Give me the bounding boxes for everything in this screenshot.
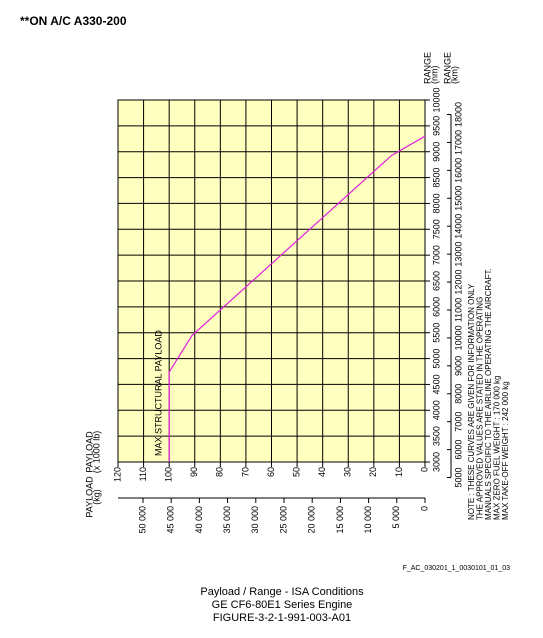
y-tick-label: 6500 [431, 271, 441, 291]
x-tick-label: 20 [368, 467, 378, 477]
y2-tick-label: 6000 [453, 440, 463, 460]
caption: FIGURE-3-2-1-991-003-A01 [213, 612, 351, 624]
y-tick-label: 9000 [431, 142, 441, 162]
x2-tick-label: 20 000 [307, 506, 317, 534]
x-tick-label: 90 [189, 467, 199, 477]
x2-tick-label: 15 000 [335, 506, 345, 534]
x2-tick-label: 35 000 [222, 506, 232, 534]
x-axis-title: (x 1000 lb) [91, 431, 101, 474]
y2-tick-label: 17000 [453, 130, 463, 155]
y2-tick-label: 15000 [453, 186, 463, 211]
y2-tick-label: 12000 [453, 270, 463, 295]
note: THE APPROVED VALUES ARE STATED IN THE OP… [476, 297, 485, 520]
y-axis-title: (nm) [429, 66, 439, 85]
y2-tick-label: 10000 [453, 325, 463, 350]
x-tick-label: 120 [112, 467, 122, 482]
x-axis-title: PAYLOAD [84, 431, 94, 473]
y-tick-label: 8500 [431, 168, 441, 188]
note: MAX ZERO FUEL WEIGHT : 170 000 kg [493, 376, 502, 521]
x2-tick-label: 10 000 [363, 506, 373, 534]
annotation: MAX STRUCTURAL PAYLOAD [153, 330, 163, 456]
payload-range-curve [168, 135, 426, 462]
caption: GE CF6-80E1 Series Engine [212, 599, 353, 611]
y-tick-label: 5000 [431, 349, 441, 369]
y2-tick-label: 14000 [453, 214, 463, 239]
y-tick-label: 4000 [431, 400, 441, 420]
x-tick-label: 60 [266, 467, 276, 477]
y2-tick-label: 9000 [453, 356, 463, 376]
figure-id: F_AC_030201_1_0030101_01_03 [403, 565, 511, 572]
note: MAX TAKE-OFF WEIGHT : 242 000 kg [501, 381, 510, 520]
y-tick-label: 3500 [431, 426, 441, 446]
x2-tick-label: 50 000 [137, 506, 147, 534]
x-tick-label: 110 [138, 467, 148, 481]
x2-tick-label: 40 000 [194, 506, 204, 534]
x2-tick-label: 45 000 [166, 506, 176, 534]
note: MANUALS SPECIFIC TO THE AIRLINE OPERATIN… [484, 268, 493, 520]
y-tick-label: 3000 [431, 452, 441, 472]
y-tick-label: 7500 [431, 219, 441, 239]
y2-tick-label: 11000 [453, 298, 463, 322]
y2-tick-label: 13000 [453, 242, 463, 267]
y-tick-label: 9500 [431, 116, 441, 136]
y-tick-label: 6000 [431, 297, 441, 317]
x-tick-label: 0 [419, 467, 429, 472]
y2-tick-label: 5000 [453, 468, 463, 488]
x-tick-label: 30 [343, 467, 353, 477]
x-tick-label: 70 [240, 467, 250, 477]
y2-tick-label: 16000 [453, 158, 463, 183]
y2-tick-label: 18000 [453, 102, 463, 127]
y2-axis-title: RANGE [442, 52, 452, 84]
y-tick-label: 7000 [431, 245, 441, 265]
caption: Payload / Range - ISA Conditions [200, 586, 364, 598]
x2-tick-label: 0 [419, 506, 429, 511]
y2-axis-title: (km) [449, 66, 459, 84]
x-tick-label: 50 [291, 467, 301, 477]
x-tick-label: 10 [394, 467, 404, 477]
x2-tick-label: 30 000 [250, 506, 260, 534]
y-tick-label: 10000 [431, 87, 441, 112]
y-tick-label: 8000 [431, 193, 441, 213]
x-tick-label: 100 [164, 467, 174, 482]
x2-tick-label: 5 000 [391, 506, 401, 529]
y2-tick-label: 8000 [453, 384, 463, 404]
y-tick-label: 4500 [431, 374, 441, 394]
x-tick-label: 40 [317, 467, 327, 477]
y-tick-label: 5500 [431, 323, 441, 343]
x2-axis-title: (kg) [91, 489, 101, 505]
y-axis-title: RANGE [422, 52, 432, 84]
page-header: **ON A/C A330-200 [20, 14, 127, 28]
x2-tick-label: 25 000 [278, 506, 288, 534]
note: NOTE : THESE CURVES ARE GIVEN FOR INFORM… [467, 283, 476, 520]
x2-axis-title: PAYLOAD [84, 476, 94, 518]
y2-tick-label: 7000 [453, 412, 463, 432]
x-tick-label: 80 [215, 467, 225, 477]
